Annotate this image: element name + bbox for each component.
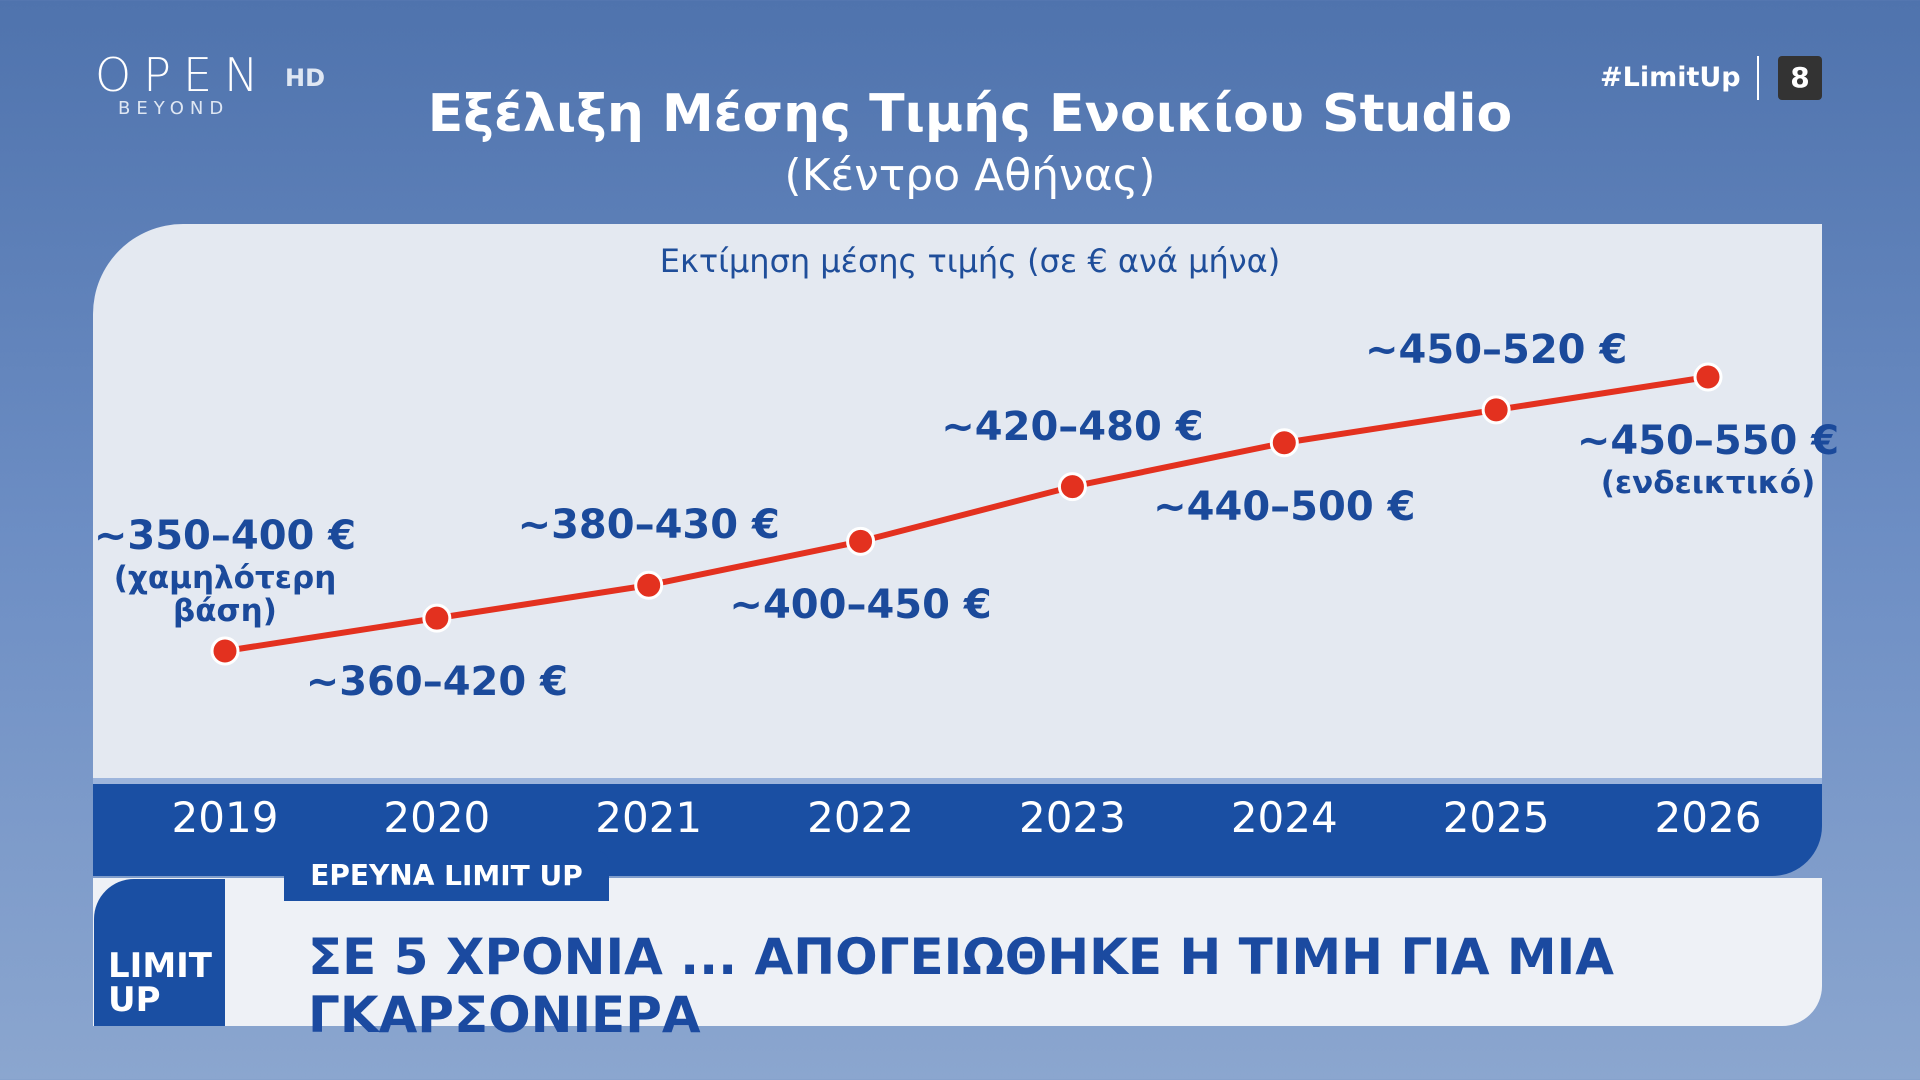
value-label: ~450–520 €	[1365, 330, 1627, 370]
value-label: ~360–420 €	[306, 662, 568, 702]
value-label: ~440–500 €	[1153, 487, 1415, 527]
value-label-text: ~420–480 €	[941, 403, 1204, 450]
value-label-text: ~380–430 €	[517, 502, 780, 549]
line-segment	[1283, 406, 1497, 446]
chart-subtitle: (Κέντρο Αθήνας)	[784, 150, 1156, 201]
x-tick-label: 2023	[1018, 793, 1126, 842]
x-tick-label: 2020	[383, 793, 491, 842]
line-segment	[224, 615, 438, 654]
panel	[93, 224, 1822, 778]
value-label: ~420–480 €	[941, 407, 1203, 447]
line-segment	[436, 582, 650, 622]
value-label: ~380–430 €	[518, 505, 780, 545]
line-segment	[859, 483, 1074, 545]
divider	[1757, 56, 1759, 100]
logo-hd: HD	[285, 64, 326, 92]
value-label: ~400–450 €	[729, 585, 991, 625]
value-label-text: ~360–420 €	[305, 659, 568, 706]
x-tick-label: 2021	[595, 793, 703, 842]
point	[634, 570, 664, 600]
show-logo: LIMIT UP	[94, 879, 225, 1026]
value-label-text: ~350–400 €	[93, 513, 357, 559]
line-segment	[1071, 439, 1285, 490]
headline: ΣΕ 5 ΧΡΟΝΙΑ ... ΑΠΟΓΕΙΩΘΗΚΕ Η ΤΙΜΗ ΓΙΑ Μ…	[308, 928, 1614, 1044]
logo: OPEN	[95, 48, 271, 102]
value-label: ~450–550 € (ενδεικτικό)	[1577, 421, 1839, 500]
point	[1269, 428, 1299, 458]
channel: 8	[1778, 56, 1822, 100]
x-tick-label: 2025	[1442, 793, 1550, 842]
value-note: (ενδεικτικό)	[1600, 465, 1816, 501]
line-segment	[648, 538, 862, 589]
point	[1057, 472, 1087, 502]
line-segment	[1495, 374, 1709, 413]
show-logo-text: UP	[108, 980, 161, 1020]
point	[846, 526, 876, 556]
tag: ΕΡΕΥΝΑ LIMIT UP	[284, 851, 609, 901]
chart-title: Εξέλιξη Μέσης Τιμής Ενοικίου Studio	[427, 84, 1513, 144]
point	[1481, 395, 1511, 425]
hashtag: #LimitUp	[1600, 62, 1741, 93]
x-tick-label: 2022	[807, 793, 914, 842]
value-label: ~350–400 € (χαμηλότερη βάση)	[94, 516, 356, 627]
point	[210, 636, 240, 666]
show-logo-text: LIMIT	[108, 946, 212, 986]
x-tick-label: 2024	[1230, 793, 1338, 842]
point	[1693, 362, 1723, 392]
y-axis-label: Εκτίμηση μέσης τιμής (σε € ανά μήνα)	[659, 242, 1281, 280]
value-label-text: ~400–450 €	[729, 582, 992, 629]
value-label-text: ~440–500 €	[1153, 483, 1416, 530]
band-edge	[93, 778, 1822, 784]
logo-sub: BEYOND	[118, 98, 230, 119]
value-label-text: ~450–550 €	[1576, 418, 1840, 464]
value-label-text: ~450–520 €	[1365, 326, 1628, 373]
point	[422, 603, 452, 633]
x-tick-label: 2019	[171, 793, 279, 842]
value-note: (χαμηλότερη βάση)	[113, 560, 337, 629]
x-tick-label: 2026	[1654, 793, 1762, 842]
ticker	[93, 878, 1822, 1026]
